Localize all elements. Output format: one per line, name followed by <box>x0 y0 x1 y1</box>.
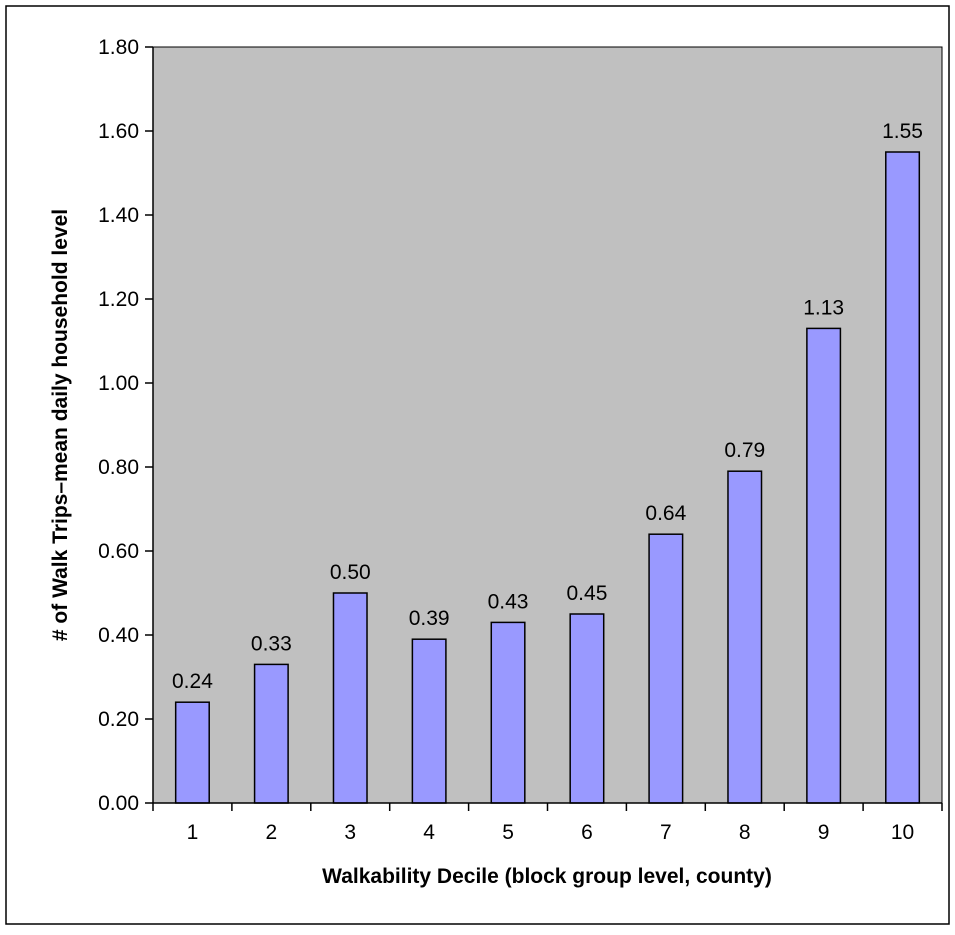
x-tick-label-10: 10 <box>891 821 914 844</box>
y-tick-label-0.00: 0.00 <box>98 792 139 815</box>
x-tick-label-3: 3 <box>344 821 356 844</box>
bar-5 <box>490 621 526 804</box>
data-label-8: 0.79 <box>724 439 765 462</box>
bar-10 <box>885 151 921 804</box>
data-label-3: 0.50 <box>330 561 371 584</box>
labels-layer: 0.24 1 0.33 2 0.50 3 0.39 4 0.43 5 0.45 6 0.64 7 0.79 8… <box>98 36 923 844</box>
x-tick-label-6: 6 <box>581 821 593 844</box>
data-label-7: 0.64 <box>645 502 686 525</box>
bar-7 <box>648 533 684 804</box>
x-tick-label-4: 4 <box>423 821 435 844</box>
y-tick-label-0.40: 0.40 <box>98 624 139 647</box>
x-tick-label-2: 2 <box>266 821 278 844</box>
y-axis-title: # of Walk Trips–mean daily household lev… <box>49 209 72 641</box>
data-label-2: 0.33 <box>251 632 292 655</box>
bar-1 <box>174 701 210 804</box>
data-label-5: 0.43 <box>488 590 529 613</box>
y-tick-label-0.80: 0.80 <box>98 456 139 479</box>
x-tick-label-1: 1 <box>187 821 199 844</box>
data-label-9: 1.13 <box>803 296 844 319</box>
data-label-10: 1.55 <box>882 120 923 143</box>
x-tick-label-7: 7 <box>660 821 672 844</box>
bar-6 <box>569 613 605 804</box>
data-label-6: 0.45 <box>567 582 608 605</box>
y-tick-label-1.40: 1.40 <box>98 204 139 227</box>
y-tick-label-1.20: 1.20 <box>98 288 139 311</box>
x-tick-label-8: 8 <box>739 821 751 844</box>
bar-9 <box>806 327 842 804</box>
y-tick-label-1.80: 1.80 <box>98 36 139 59</box>
bar-3 <box>332 592 368 804</box>
bar-4 <box>411 638 447 804</box>
data-label-1: 0.24 <box>172 670 213 693</box>
y-tick-label-0.20: 0.20 <box>98 708 139 731</box>
x-axis-title: Walkability Decile (block group level, c… <box>322 865 772 888</box>
data-label-4: 0.39 <box>409 607 450 630</box>
x-tick-label-9: 9 <box>818 821 830 844</box>
x-tick-label-5: 5 <box>502 821 514 844</box>
y-tick-label-1.60: 1.60 <box>98 120 139 143</box>
y-tick-label-1.00: 1.00 <box>98 372 139 395</box>
axes-layer <box>145 46 943 811</box>
y-tick-label-0.60: 0.60 <box>98 540 139 563</box>
bar-8 <box>727 470 763 804</box>
bar-2 <box>253 663 289 804</box>
bars-layer <box>174 151 921 804</box>
